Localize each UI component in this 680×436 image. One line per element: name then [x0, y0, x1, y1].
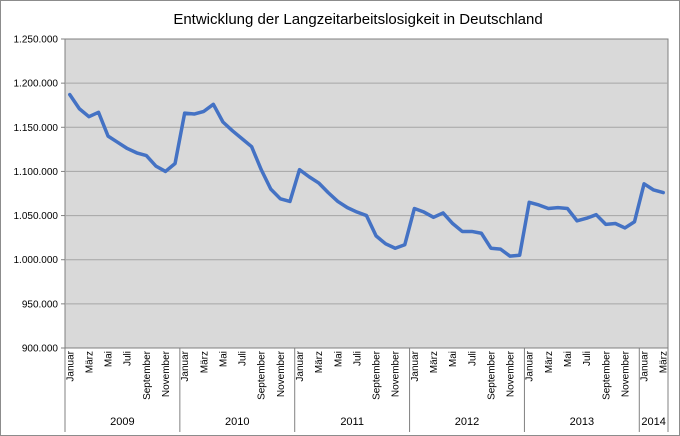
x-tick-label: Juli	[352, 351, 363, 366]
y-tick-label: 1.050.000	[14, 211, 59, 222]
x-tick-label: Juli	[582, 351, 593, 366]
x-tick-label: September	[486, 350, 497, 400]
year-label: 2014	[641, 416, 665, 428]
x-tick-label: November	[161, 350, 172, 397]
x-tick-label: September	[372, 350, 383, 400]
year-label: 2009	[110, 416, 134, 428]
chart-title: Entwicklung der Langzeitarbeitslosigkeit…	[173, 11, 542, 28]
x-tick-label: Mai	[448, 351, 459, 367]
y-tick-label: 1.150.000	[14, 123, 59, 134]
x-tick-label: Januar	[640, 350, 651, 381]
x-tick-label: Mai	[333, 351, 344, 367]
year-label: 2013	[570, 416, 594, 428]
x-tick-label: Mai	[218, 351, 229, 367]
y-tick-label: 1.200.000	[14, 79, 59, 90]
y-tick-label: 1.250.000	[14, 35, 59, 46]
x-tick-label: Juli	[123, 351, 134, 366]
year-label: 2011	[340, 416, 364, 428]
x-tick-label: November	[276, 350, 287, 397]
plot-area	[64, 38, 669, 349]
y-tick-label: 1.000.000	[14, 255, 59, 266]
x-tick-label: März	[429, 351, 440, 373]
x-tick-label: Januar	[65, 350, 76, 381]
x-tick-label: Mai	[563, 351, 574, 367]
y-tick-label: 950.000	[22, 299, 59, 310]
series-line	[68, 92, 665, 258]
x-tick-label: Mai	[104, 351, 115, 367]
x-tick-label: Juli	[238, 351, 249, 366]
y-axis: 1.250.000 1.200.000 1.150.000 1.100.000 1.05…	[14, 35, 65, 355]
x-tick-label: September	[601, 350, 612, 400]
x-tick-label: Januar	[295, 350, 306, 381]
series-group	[68, 92, 665, 258]
x-tick-label: Juli	[467, 351, 478, 366]
y-tick-label: 900.000	[22, 344, 59, 355]
x-tick-label: März	[199, 351, 210, 373]
x-tick-label: März	[544, 351, 555, 373]
x-axis: Januar März Mai Juli September November Januar…	[64, 348, 670, 432]
x-tick-label: März	[84, 351, 95, 373]
x-tick-label: September	[257, 350, 268, 400]
x-tick-label: Januar	[525, 350, 536, 381]
x-tick-label: November	[506, 350, 517, 397]
x-tick-label: März	[659, 351, 670, 373]
x-tick-label: September	[142, 350, 153, 400]
y-tick-label: 1.100.000	[14, 167, 59, 178]
x-tick-label: März	[314, 351, 325, 373]
x-tick-label: Januar	[410, 350, 421, 381]
year-label: 2012	[455, 416, 479, 428]
x-tick-label: November	[391, 350, 402, 397]
x-tick-label: November	[620, 350, 631, 397]
x-tick-label: Januar	[180, 350, 191, 381]
year-label: 2010	[225, 416, 249, 428]
